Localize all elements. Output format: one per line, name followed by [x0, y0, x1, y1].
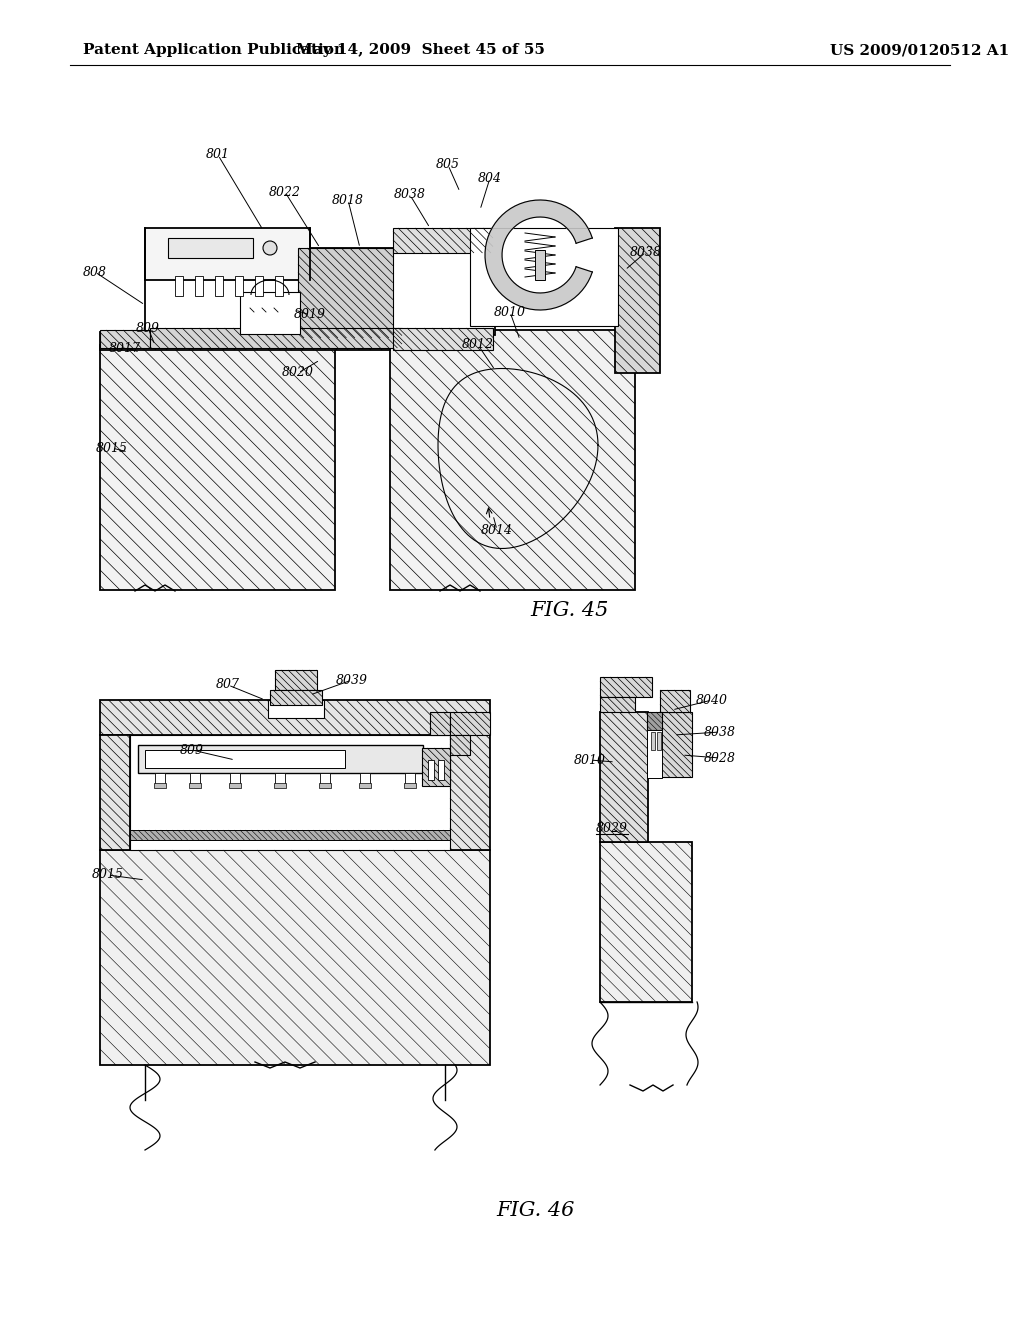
Text: 809: 809	[136, 322, 160, 334]
Bar	[450, 735, 490, 850]
Bar	[359, 783, 371, 788]
Bar	[647, 711, 662, 730]
Text: 8029: 8029	[596, 821, 628, 834]
Bar	[470, 228, 618, 326]
Bar	[100, 333, 390, 350]
Bar	[428, 760, 434, 780]
Text: 808: 808	[83, 265, 106, 279]
Bar	[360, 774, 370, 785]
Bar	[145, 228, 310, 280]
Text: 801: 801	[206, 149, 230, 161]
Bar	[450, 711, 490, 735]
Bar	[404, 783, 416, 788]
Text: FIG. 45: FIG. 45	[530, 601, 609, 619]
Bar	[600, 711, 648, 842]
Text: 807: 807	[216, 678, 240, 692]
Bar	[189, 783, 201, 788]
Bar	[150, 327, 402, 348]
Bar	[145, 750, 345, 768]
Bar	[268, 700, 324, 718]
Bar	[275, 774, 285, 785]
Bar	[130, 830, 450, 840]
Bar	[393, 228, 493, 253]
Bar	[535, 249, 545, 280]
Bar	[660, 690, 690, 711]
Polygon shape	[485, 201, 592, 310]
Text: 8038: 8038	[630, 246, 662, 259]
Bar	[275, 276, 283, 296]
Bar	[450, 735, 470, 755]
Text: 8019: 8019	[294, 309, 326, 322]
Text: 8015: 8015	[96, 441, 128, 454]
Bar	[234, 276, 243, 296]
Bar	[319, 783, 331, 788]
Text: 809: 809	[180, 743, 204, 756]
Text: 8039: 8039	[336, 673, 368, 686]
Text: 805: 805	[436, 158, 460, 172]
Text: 8015: 8015	[92, 869, 124, 882]
Bar	[215, 276, 223, 296]
Bar	[600, 697, 635, 711]
Text: May 14, 2009  Sheet 45 of 55: May 14, 2009 Sheet 45 of 55	[296, 44, 545, 57]
Bar	[270, 690, 322, 705]
Bar	[240, 292, 300, 334]
Bar	[138, 744, 423, 774]
Text: 8020: 8020	[282, 367, 314, 380]
Bar	[298, 248, 393, 338]
Bar	[615, 228, 660, 374]
Bar	[438, 760, 444, 780]
Text: 8010: 8010	[494, 305, 526, 318]
Bar	[230, 774, 240, 785]
Bar	[657, 733, 662, 750]
Bar	[275, 671, 317, 690]
Circle shape	[263, 242, 278, 255]
Bar	[255, 276, 263, 296]
Bar	[154, 783, 166, 788]
Bar	[190, 774, 200, 785]
Bar	[300, 248, 392, 335]
Text: 8022: 8022	[269, 186, 301, 198]
Bar	[175, 276, 183, 296]
Bar	[651, 733, 655, 750]
Bar	[145, 248, 495, 335]
Bar	[100, 850, 490, 1065]
Text: 8038: 8038	[394, 189, 426, 202]
Bar	[319, 774, 330, 785]
Bar	[430, 711, 450, 735]
Bar	[130, 735, 450, 850]
Bar	[168, 238, 253, 257]
Bar	[100, 700, 490, 735]
Bar	[422, 748, 450, 785]
Text: 8014: 8014	[481, 524, 513, 536]
Text: 804: 804	[478, 172, 502, 185]
Bar	[100, 330, 150, 348]
Bar	[406, 774, 415, 785]
Text: 8040: 8040	[696, 693, 728, 706]
Bar	[660, 711, 692, 777]
Text: 8028: 8028	[705, 751, 736, 764]
Text: 8017: 8017	[109, 342, 141, 355]
Bar	[600, 842, 692, 1002]
Text: 8038: 8038	[705, 726, 736, 738]
Text: US 2009/0120512 A1: US 2009/0120512 A1	[830, 44, 1010, 57]
Bar	[647, 730, 662, 777]
Bar	[195, 276, 203, 296]
Bar	[393, 327, 493, 350]
Bar	[274, 783, 286, 788]
Bar	[100, 345, 335, 590]
Text: FIG. 46: FIG. 46	[496, 1200, 574, 1220]
Bar	[600, 677, 652, 697]
Text: Patent Application Publication: Patent Application Publication	[83, 44, 345, 57]
Text: 8012: 8012	[462, 338, 494, 351]
Bar	[229, 783, 241, 788]
Text: 8018: 8018	[332, 194, 364, 206]
Text: 8010: 8010	[574, 754, 606, 767]
Bar	[390, 330, 635, 590]
Bar	[155, 774, 165, 785]
Bar	[100, 735, 130, 850]
